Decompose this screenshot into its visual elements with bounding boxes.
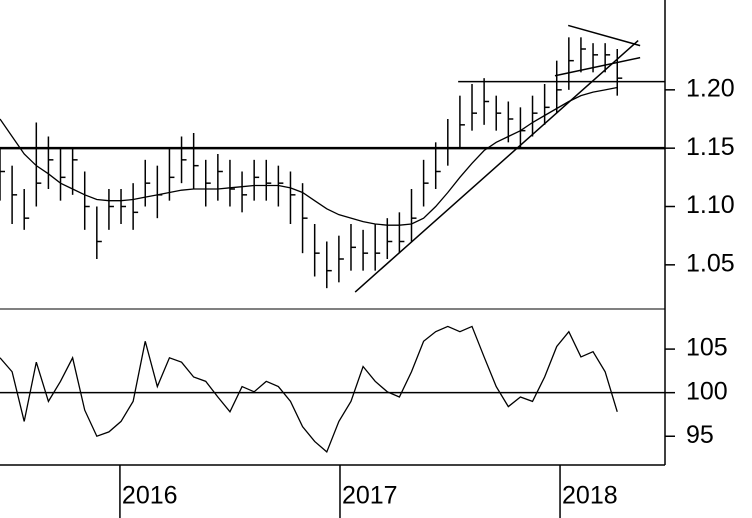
x-tick-label: 2017 — [342, 482, 398, 510]
y-tick-label: 100 — [686, 377, 728, 405]
y-tick-label: 105 — [686, 334, 728, 362]
y-tick-label: 1.10 — [686, 191, 735, 219]
moving-average — [0, 86, 618, 226]
y-tick-label: 1.05 — [686, 249, 735, 277]
trend-line — [354, 40, 639, 293]
trend-line — [567, 24, 641, 47]
y-tick-label: 1.15 — [686, 133, 735, 161]
x-tick-label: 2016 — [122, 482, 178, 510]
y-tick-label: 1.20 — [686, 74, 735, 102]
y-tick-label: 95 — [686, 421, 714, 449]
momentum-line — [0, 325, 618, 454]
x-tick-label: 2018 — [562, 482, 618, 510]
